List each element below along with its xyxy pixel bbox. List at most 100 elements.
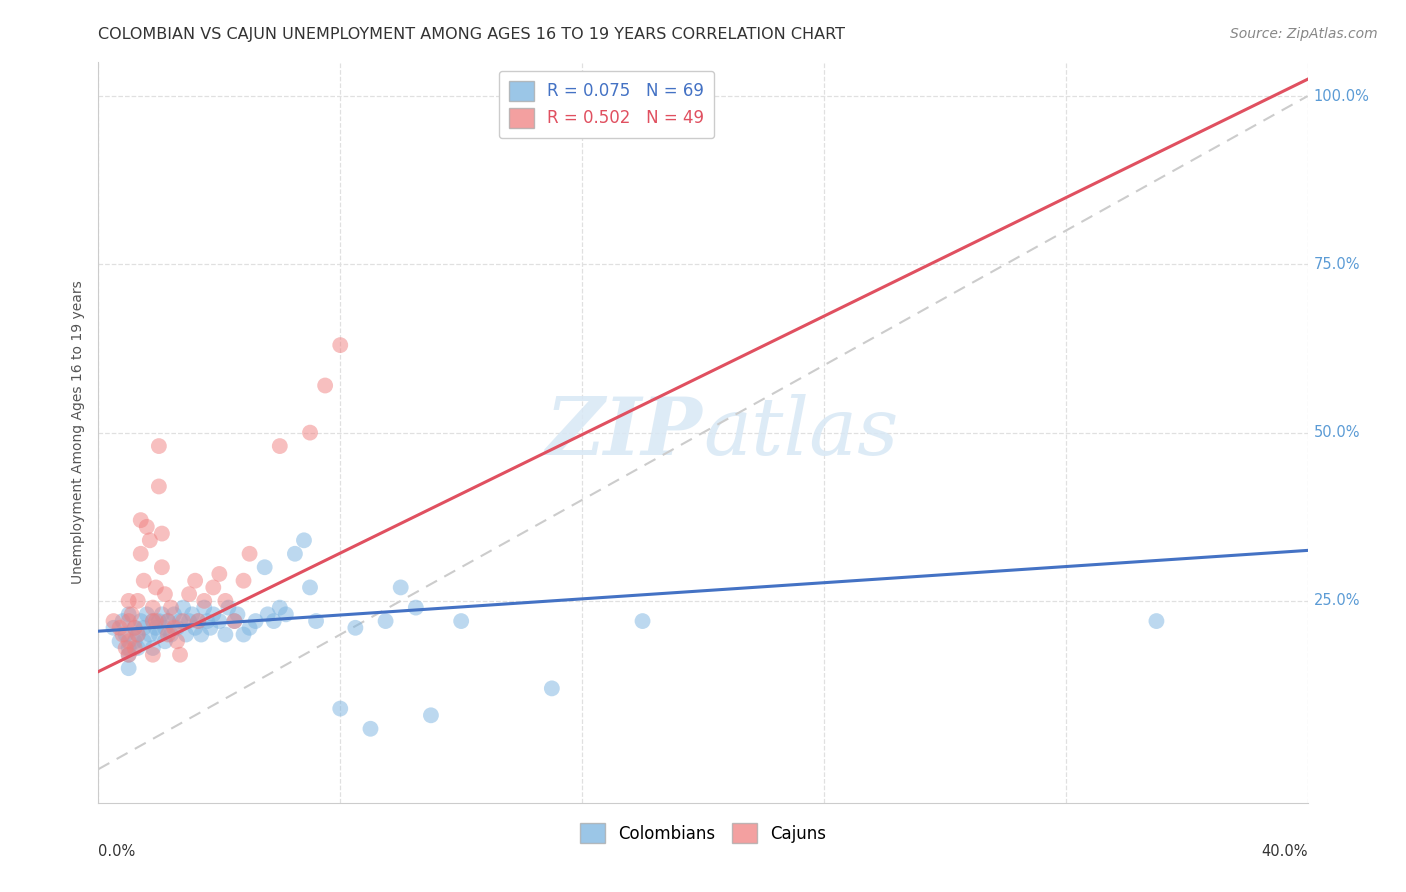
Point — [145, 581, 167, 595]
Point — [292, 533, 315, 548]
Point — [127, 594, 149, 608]
Point — [224, 614, 246, 628]
Point — [156, 614, 179, 628]
Point — [142, 648, 165, 662]
Point — [187, 614, 209, 628]
Point — [195, 614, 218, 628]
Point — [187, 614, 209, 628]
Point — [631, 614, 654, 628]
Point — [127, 627, 149, 641]
Text: atlas: atlas — [703, 394, 898, 471]
Legend: Colombians, Cajuns: Colombians, Cajuns — [574, 816, 832, 850]
Point — [184, 574, 207, 588]
Point — [135, 607, 157, 622]
Point — [208, 566, 231, 581]
Point — [118, 640, 141, 655]
Point — [129, 513, 152, 527]
Point — [153, 634, 176, 648]
Point — [329, 338, 352, 352]
Point — [329, 701, 352, 715]
Point — [450, 614, 472, 628]
Point — [148, 439, 170, 453]
Point — [169, 648, 191, 662]
Point — [163, 621, 186, 635]
Point — [253, 560, 276, 574]
Point — [127, 640, 149, 655]
Point — [129, 614, 152, 628]
Point — [405, 600, 427, 615]
Point — [224, 614, 246, 628]
Point — [156, 614, 179, 628]
Point — [193, 594, 215, 608]
Point — [202, 607, 225, 622]
Point — [299, 425, 322, 440]
Point — [118, 594, 141, 608]
Point — [103, 614, 125, 628]
Point — [344, 621, 367, 635]
Point — [118, 607, 141, 622]
Point — [129, 547, 152, 561]
Point — [124, 621, 146, 635]
Point — [374, 614, 396, 628]
Point — [179, 587, 201, 601]
Text: ZIP: ZIP — [546, 394, 703, 471]
Point — [263, 614, 285, 628]
Text: 25.0%: 25.0% — [1313, 593, 1360, 608]
Text: 0.0%: 0.0% — [98, 844, 135, 858]
Point — [132, 574, 155, 588]
Point — [202, 581, 225, 595]
Point — [269, 600, 291, 615]
Point — [174, 627, 197, 641]
Point — [142, 614, 165, 628]
Point — [142, 640, 165, 655]
Point — [239, 621, 262, 635]
Point — [132, 634, 155, 648]
Text: Source: ZipAtlas.com: Source: ZipAtlas.com — [1230, 27, 1378, 41]
Point — [121, 607, 143, 622]
Point — [142, 600, 165, 615]
Point — [208, 614, 231, 628]
Point — [118, 661, 141, 675]
Point — [540, 681, 562, 696]
Point — [160, 600, 183, 615]
Point — [156, 627, 179, 641]
Point — [148, 614, 170, 628]
Point — [214, 627, 236, 641]
Point — [226, 607, 249, 622]
Point — [150, 526, 173, 541]
Point — [163, 607, 186, 622]
Point — [274, 607, 297, 622]
Point — [232, 574, 254, 588]
Point — [284, 547, 307, 561]
Text: 75.0%: 75.0% — [1313, 257, 1360, 272]
Point — [245, 614, 267, 628]
Point — [172, 614, 194, 628]
Point — [314, 378, 336, 392]
Point — [389, 581, 412, 595]
Point — [232, 627, 254, 641]
Point — [153, 587, 176, 601]
Point — [124, 634, 146, 648]
Text: 100.0%: 100.0% — [1313, 88, 1369, 103]
Point — [145, 614, 167, 628]
Point — [299, 581, 322, 595]
Point — [420, 708, 443, 723]
Point — [214, 594, 236, 608]
Point — [124, 621, 146, 635]
Point — [118, 648, 141, 662]
Point — [166, 634, 188, 648]
Point — [1144, 614, 1167, 628]
Point — [127, 627, 149, 641]
Point — [169, 614, 191, 628]
Point — [172, 600, 194, 615]
Point — [108, 621, 131, 635]
Point — [142, 614, 165, 628]
Point — [239, 547, 262, 561]
Point — [118, 634, 141, 648]
Point — [148, 479, 170, 493]
Point — [360, 722, 382, 736]
Text: 50.0%: 50.0% — [1313, 425, 1360, 440]
Point — [200, 621, 222, 635]
Y-axis label: Unemployment Among Ages 16 to 19 years: Unemployment Among Ages 16 to 19 years — [72, 281, 86, 584]
Point — [160, 627, 183, 641]
